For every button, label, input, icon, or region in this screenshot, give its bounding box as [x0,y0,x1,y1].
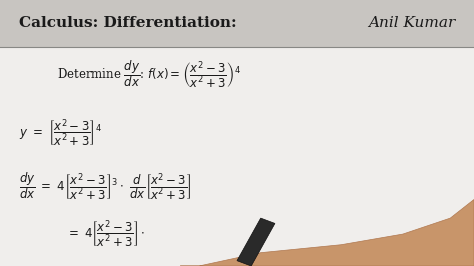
Polygon shape [180,200,474,266]
Text: $y\ =\ \left[\dfrac{x^2-3}{x^2+3}\right]^4$: $y\ =\ \left[\dfrac{x^2-3}{x^2+3}\right]… [19,117,102,149]
FancyBboxPatch shape [0,0,474,47]
FancyBboxPatch shape [0,47,474,266]
Text: Determine $\dfrac{dy}{dx}$: $f(x) = \left(\dfrac{x^2-3}{x^2+3}\right)^4$: Determine $\dfrac{dy}{dx}$: $f(x) = \lef… [57,59,241,90]
Text: Calculus: Differentiation:: Calculus: Differentiation: [19,16,237,30]
Text: Anil Kumar: Anil Kumar [368,16,455,30]
Polygon shape [237,218,275,266]
Text: $\dfrac{dy}{dx}\ =\ 4\left[\dfrac{x^2-3}{x^2+3}\right]^3 \cdot\ \dfrac{d}{dx}\le: $\dfrac{dy}{dx}\ =\ 4\left[\dfrac{x^2-3}… [19,170,191,202]
Text: $=\ 4\left[\dfrac{x^2-3}{x^2+3}\right] \cdot$: $=\ 4\left[\dfrac{x^2-3}{x^2+3}\right] \… [66,218,146,250]
